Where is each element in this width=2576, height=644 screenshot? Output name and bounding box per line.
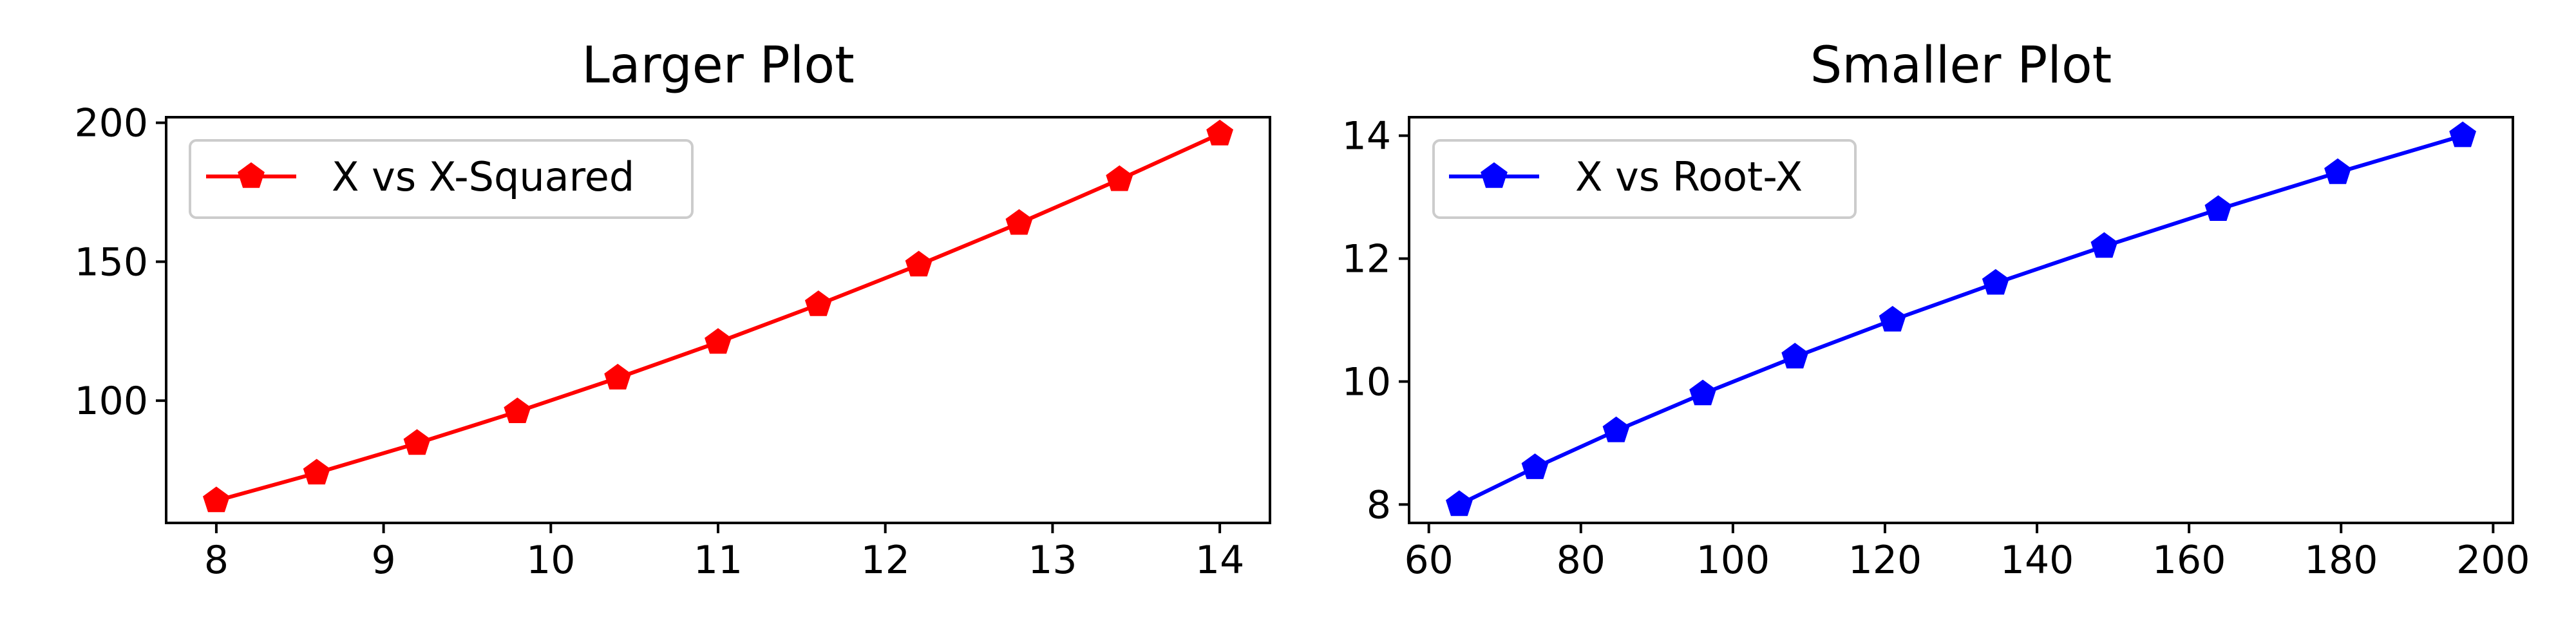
data-point-marker <box>2324 158 2351 184</box>
x-tick-label: 200 <box>2456 538 2530 583</box>
data-point-marker <box>1879 306 1906 332</box>
data-point-marker <box>905 251 933 277</box>
x-tick-label: 10 <box>526 538 575 583</box>
data-point-marker <box>1602 416 1630 442</box>
data-point-marker <box>1005 209 1033 235</box>
legend-label-left: X vs X-Squared <box>332 153 634 200</box>
axes-frame <box>1408 116 2514 524</box>
y-tick-label: 8 <box>1367 482 1391 527</box>
data-point-marker <box>504 397 531 423</box>
chart-title-right: Smaller Plot <box>1810 37 2112 95</box>
x-tick-label: 140 <box>2000 538 2074 583</box>
y-tick-label: 10 <box>1342 359 1391 404</box>
data-point-marker <box>1446 490 1473 516</box>
x-tick-label: 11 <box>694 538 743 583</box>
data-point-marker <box>705 328 732 354</box>
data-point-marker <box>1982 269 2009 295</box>
x-tick-label: 9 <box>372 538 396 583</box>
legend-marker-right <box>1481 162 1508 188</box>
data-point-marker <box>1521 453 1549 479</box>
x-tick-label: 8 <box>204 538 229 583</box>
legend-left: X vs X-Squared <box>189 139 694 219</box>
legend-marker-left <box>238 162 265 188</box>
x-tick-label: 120 <box>1848 538 1922 583</box>
legend-label-right: X vs Root-X <box>1575 153 1803 200</box>
subplot-larger-plot: Larger Plot 8 9 10 11 12 13 14 100 150 200 X vs X… <box>74 37 1271 583</box>
plot-area-right: 60 80 100 120 140 160 180 200 8 10 12 14 <box>1342 114 2530 583</box>
x-tick-label: 180 <box>2304 538 2378 583</box>
x-tick-label: 14 <box>1195 538 1244 583</box>
y-tick-label: 100 <box>74 379 148 424</box>
data-point-marker <box>604 363 632 390</box>
legend-right: X vs Root-X <box>1432 139 1857 219</box>
x-tick-label: 100 <box>1696 538 1770 583</box>
y-tick-label: 14 <box>1342 114 1391 159</box>
x-tick-label: 160 <box>2152 538 2226 583</box>
data-point-marker <box>1689 379 1716 406</box>
x-tick-label: 13 <box>1028 538 1077 583</box>
y-tick-label: 12 <box>1342 237 1391 282</box>
y-tick-label: 200 <box>74 101 148 146</box>
data-point-marker <box>804 290 832 316</box>
data-point-marker <box>2090 232 2118 258</box>
chart-title-left: Larger Plot <box>582 37 854 95</box>
subplot-smaller-plot: Smaller Plot 60 80 100 120 140 160 180 200 8 10 12… <box>1342 37 2530 583</box>
data-point-marker <box>303 459 330 485</box>
x-tick-label: 80 <box>1557 538 1605 583</box>
x-tick-label: 12 <box>861 538 910 583</box>
data-point-marker <box>1781 343 1809 369</box>
data-point-marker <box>203 486 230 513</box>
x-tick-label: 60 <box>1405 538 1454 583</box>
data-point-marker <box>1106 165 1133 191</box>
legend-box-left <box>189 139 694 219</box>
data-point-marker <box>2204 195 2232 221</box>
data-point-marker <box>2449 121 2476 147</box>
plot-area-left: 8 9 10 11 12 13 14 100 150 200 <box>74 101 1271 583</box>
y-tick-label: 150 <box>74 240 148 285</box>
data-point-marker <box>1206 119 1233 146</box>
legend-box-right <box>1432 139 1857 219</box>
data-point-marker <box>403 429 431 455</box>
